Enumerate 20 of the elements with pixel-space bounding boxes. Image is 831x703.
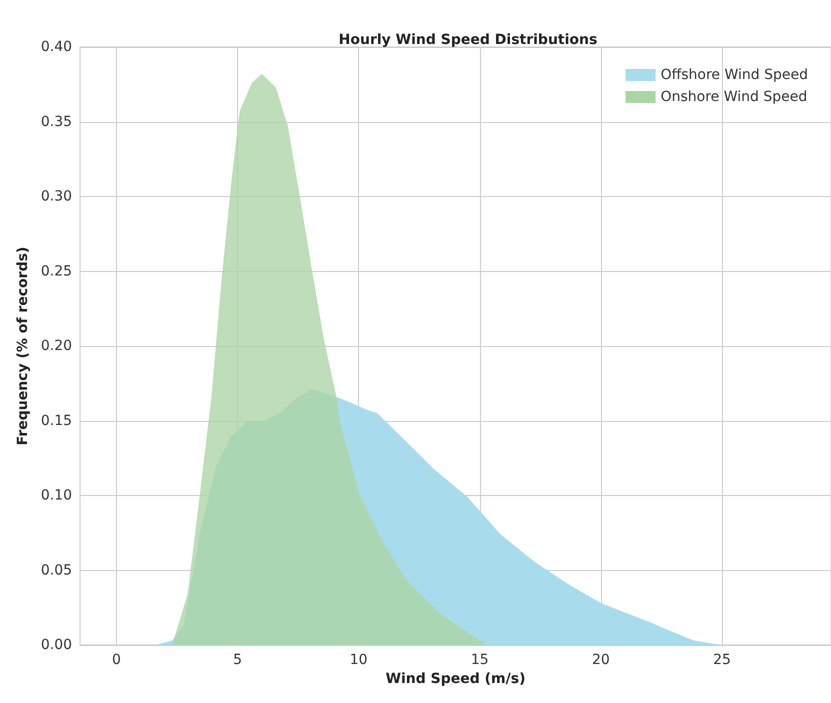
y-tick-label: 0.20	[40, 338, 72, 354]
legend-label: Onshore Wind Speed	[660, 89, 808, 105]
y-tick-label: 0.00	[40, 637, 72, 653]
y-tick-label: 0.40	[40, 39, 72, 55]
y-tick-label: 0.10	[40, 488, 72, 504]
y-tick-label: 0.25	[40, 263, 72, 280]
x-tick-label: 10	[350, 652, 368, 668]
y-axis-title: Frequency (% of records)	[15, 246, 31, 446]
x-tick-label: 15	[470, 652, 489, 668]
y-tick-label: 0.30	[40, 188, 72, 204]
legend-label: Offshore Wind Speed	[660, 67, 808, 83]
x-tick-label: 5	[233, 652, 242, 668]
y-tick-label: 0.15	[40, 412, 72, 429]
x-tick-label: 25	[713, 652, 731, 668]
y-tick-label: 0.05	[40, 562, 72, 578]
x-tick-label: 20	[592, 652, 610, 668]
x-axis-title: Wind Speed (m/s)	[386, 670, 526, 687]
chart-title: Hourly Wind Speed Distributions	[338, 32, 598, 48]
y-tick-label: 0.35	[40, 114, 72, 130]
x-tick-label: 0	[112, 652, 121, 668]
